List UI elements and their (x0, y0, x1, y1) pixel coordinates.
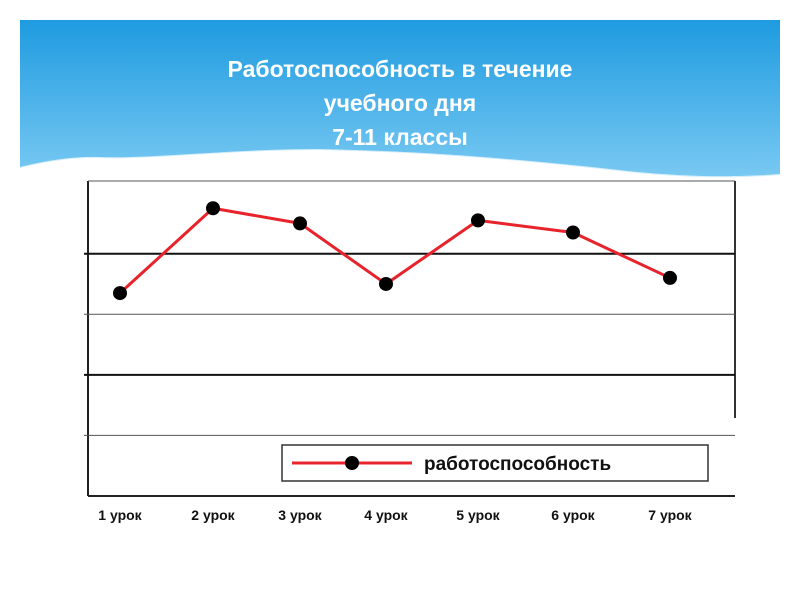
legend-label: работоспособность (424, 454, 611, 475)
data-point (206, 201, 220, 216)
x-tick-label: 4 урок (364, 507, 408, 523)
title-line-2: учебного дня (323, 90, 477, 116)
legend-marker-swatch (345, 456, 359, 470)
x-tick-label: 7 урок (648, 507, 692, 523)
title-banner: Работоспособность в течение учебного дня… (20, 20, 780, 180)
title-line-3: 7-11 классы (332, 124, 468, 150)
banner-background (20, 20, 780, 179)
title-line-1: Работоспособность в течение (227, 56, 573, 82)
data-point (663, 270, 677, 285)
x-tick-label: 6 урок (551, 507, 595, 523)
data-point (471, 213, 485, 228)
x-tick-label: 1 урок (98, 507, 142, 523)
data-point (566, 225, 580, 240)
data-point (113, 286, 127, 301)
series-line-rabotosposobnost (118, 206, 671, 295)
x-tick-label: 2 урок (191, 507, 235, 523)
data-point (293, 216, 307, 231)
data-point (379, 276, 393, 291)
page-title: Работоспособность в течение учебного дня… (20, 52, 780, 154)
x-tick-label: 5 урок (456, 507, 500, 523)
x-tick-label: 3 урок (278, 507, 322, 523)
